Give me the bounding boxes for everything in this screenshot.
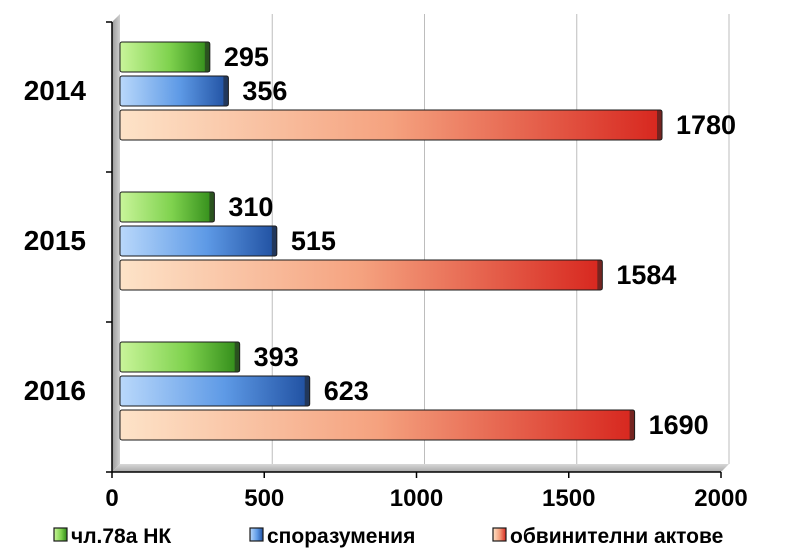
- bar-obvinitelni-aktove: [119, 259, 603, 291]
- bar-chl78a: [119, 341, 241, 373]
- bar-obvinitelni-aktove: [119, 109, 663, 141]
- axes-layer: 0 500 1000 1500 2000: [105, 14, 748, 512]
- x-tick-label: 1000: [390, 485, 443, 512]
- bar-end-cap: [223, 76, 229, 106]
- bar-end-cap: [204, 42, 210, 72]
- chart-floor: [112, 464, 729, 472]
- data-label: 1584: [616, 260, 676, 290]
- data-label: 356: [242, 76, 287, 106]
- bars-layer: [119, 41, 663, 441]
- bar-sporazumeniya: [119, 75, 229, 107]
- data-label: 623: [324, 376, 369, 406]
- bar-end-cap: [234, 342, 240, 372]
- x-tick-label: 500: [244, 485, 284, 512]
- data-label: 1690: [649, 410, 709, 440]
- legend-label: споразумения: [267, 525, 415, 548]
- labels-layer: 2014 295 356 1780 2015 310 515 1584 2016 393 623 16…: [24, 42, 736, 440]
- category-label: 2014: [24, 75, 87, 106]
- legend-swatch: [249, 527, 264, 542]
- bar-end-cap: [304, 376, 310, 406]
- x-tick-label: 2000: [694, 485, 747, 512]
- data-label: 310: [228, 192, 273, 222]
- data-label: 295: [224, 42, 269, 72]
- chart-side-wall: [112, 14, 120, 472]
- legend-swatch: [53, 527, 68, 542]
- bar-sporazumeniya: [119, 225, 278, 257]
- x-tick-label: 0: [105, 485, 118, 512]
- bar-sporazumeniya: [119, 375, 311, 407]
- bar-obvinitelni-aktove: [119, 409, 636, 441]
- bar-end-cap: [629, 410, 635, 440]
- legend: чл.78а НК споразумения обвинителни актове: [53, 525, 723, 548]
- category-label: 2015: [24, 225, 86, 256]
- bar-end-cap: [597, 260, 603, 290]
- bar-end-cap: [271, 226, 277, 256]
- bar-chl78a: [119, 191, 215, 223]
- legend-label: обвинителни актове: [510, 525, 723, 548]
- bar-end-cap: [209, 192, 215, 222]
- x-tick-label: 1500: [542, 485, 595, 512]
- category-label: 2016: [24, 375, 86, 406]
- data-label: 1780: [676, 110, 736, 140]
- legend-label: чл.78а НК: [71, 525, 171, 548]
- data-label: 515: [291, 226, 336, 256]
- bar-chl78a: [119, 41, 211, 73]
- bar-end-cap: [657, 110, 663, 140]
- legend-swatch: [492, 527, 507, 542]
- data-label: 393: [254, 342, 299, 372]
